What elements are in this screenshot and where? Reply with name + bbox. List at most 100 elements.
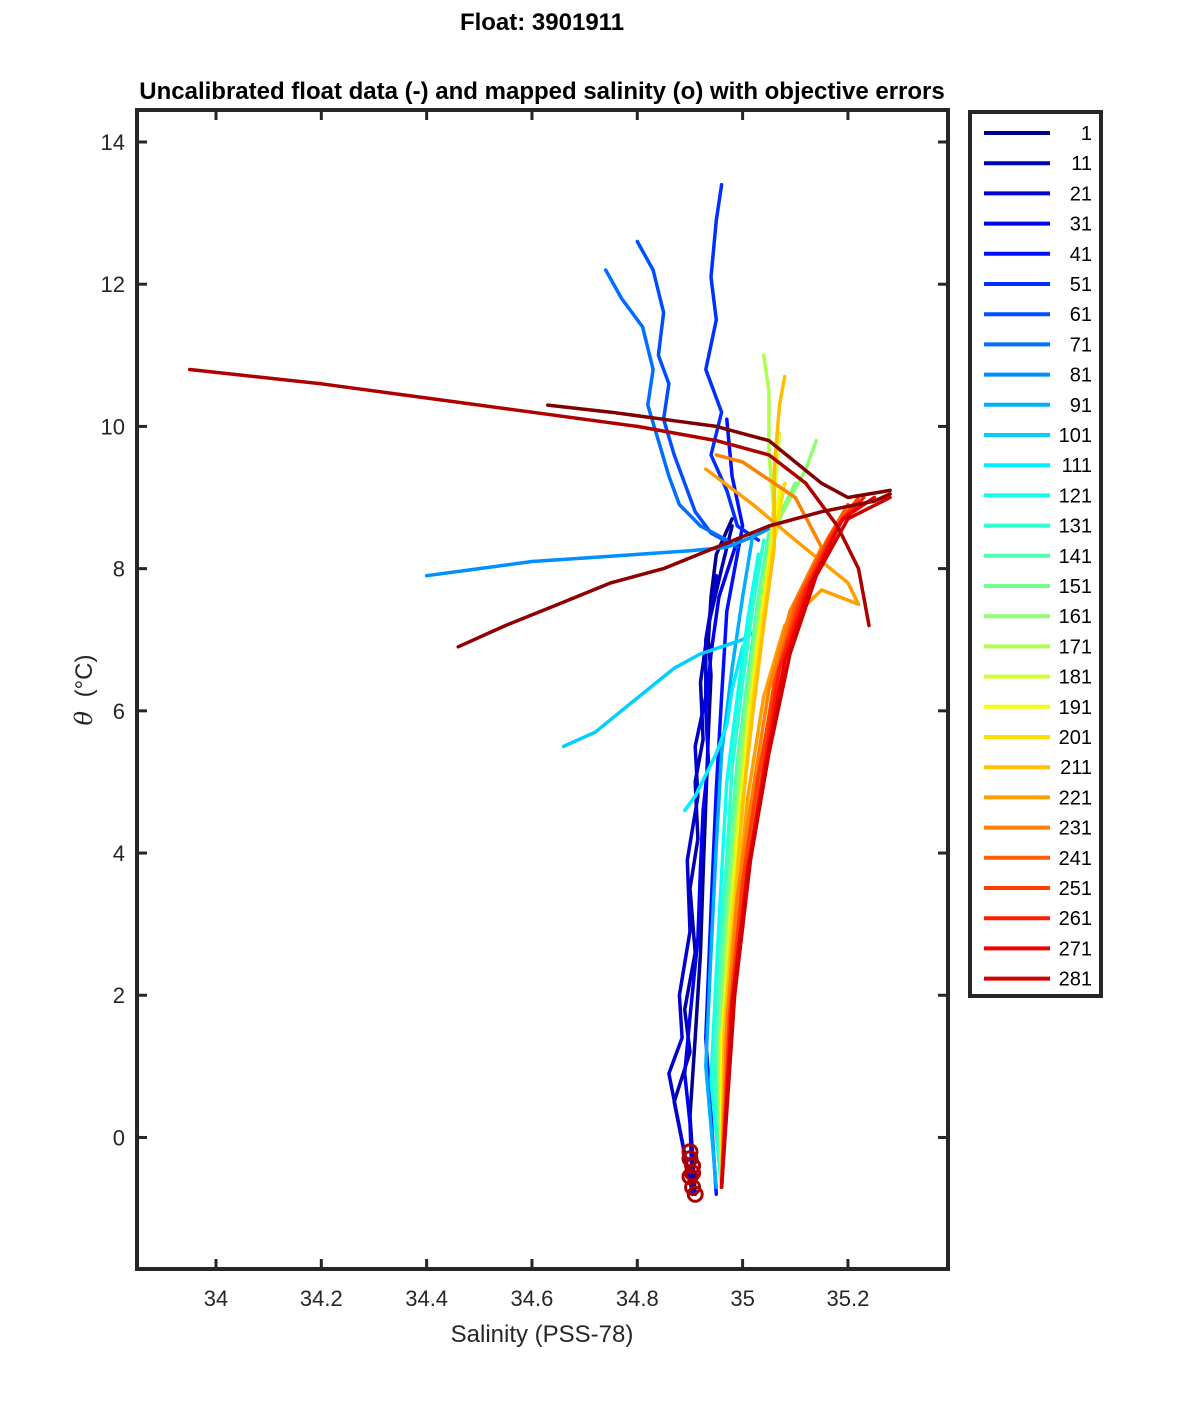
legend-entry-51: 51 xyxy=(984,274,1092,296)
legend-label: 31 xyxy=(1070,214,1092,236)
series-line-121 xyxy=(709,552,761,1189)
series-line-31 xyxy=(682,538,740,1197)
chart-subtitle: Uncalibrated float data (-) and mapped s… xyxy=(139,78,944,105)
legend-label: 251 xyxy=(1059,878,1092,900)
y-axis-unit: (°C) xyxy=(71,654,98,697)
y-axis-label: θ (°C) xyxy=(70,654,98,725)
series-line-21 xyxy=(667,573,719,1197)
legend-label: 131 xyxy=(1059,516,1092,538)
y-tick-label: 6 xyxy=(113,699,125,724)
legend-entry-1: 1 xyxy=(984,123,1092,145)
mapped-salinity-markers xyxy=(681,1143,704,1203)
legend-label: 111 xyxy=(1062,455,1092,477)
legend-entry-121: 121 xyxy=(984,485,1092,507)
legend-label: 21 xyxy=(1070,183,1092,205)
legend-label: 201 xyxy=(1059,727,1092,749)
legend-entry-281: 281 xyxy=(984,969,1092,991)
y-tick-label: 0 xyxy=(113,1125,125,1150)
legend-entry-61: 61 xyxy=(984,304,1092,326)
y-tick-label: 4 xyxy=(113,841,125,866)
legend-entry-71: 71 xyxy=(984,334,1092,356)
series-line-extra-30 xyxy=(456,492,892,649)
legend-label: 281 xyxy=(1059,969,1092,991)
legend-entry-251: 251 xyxy=(984,878,1092,900)
mapped-salinity-marker xyxy=(686,1185,704,1203)
legend-entry-81: 81 xyxy=(984,365,1092,387)
legend-label: 51 xyxy=(1070,274,1092,296)
legend: 1112131415161718191101111121131141151161… xyxy=(968,110,1103,998)
y-tick-label: 10 xyxy=(101,414,125,439)
legend-entry-101: 101 xyxy=(984,425,1092,447)
x-tick-label: 35 xyxy=(730,1286,754,1311)
legend-entry-211: 211 xyxy=(984,757,1092,779)
x-tick-label: 34 xyxy=(204,1286,228,1311)
legend-label: 121 xyxy=(1059,485,1092,507)
plot-background xyxy=(137,110,948,1269)
plot-area xyxy=(135,108,950,1271)
x-tick-label: 34.6 xyxy=(511,1286,554,1311)
legend-label: 231 xyxy=(1059,818,1092,840)
series-line-71 xyxy=(603,268,729,542)
legend-entry-141: 141 xyxy=(984,546,1092,568)
legend-label: 161 xyxy=(1059,606,1092,628)
legend-entry-11: 11 xyxy=(984,153,1092,175)
legend-label: 241 xyxy=(1059,848,1092,870)
legend-entry-41: 41 xyxy=(984,244,1092,266)
y-axis-symbol: θ xyxy=(70,711,98,726)
legend-label: 1 xyxy=(1081,123,1092,145)
legend-entry-191: 191 xyxy=(984,697,1092,719)
legend-entry-91: 91 xyxy=(984,395,1092,417)
x-tick-label: 34.8 xyxy=(616,1286,659,1311)
x-tick-label: 34.2 xyxy=(300,1286,343,1311)
legend-label: 41 xyxy=(1070,244,1092,266)
legend-entry-31: 31 xyxy=(984,214,1092,236)
legend-entry-161: 161 xyxy=(984,606,1092,628)
series-layer xyxy=(187,182,892,1197)
x-tick-label: 35.2 xyxy=(827,1286,870,1311)
y-tick-labels: 0 2 4 6 8 10 12 14 xyxy=(101,130,125,1150)
series-line-extra-29 xyxy=(187,367,871,628)
legend-label: 181 xyxy=(1059,667,1092,689)
y-tick-label: 14 xyxy=(101,130,125,155)
legend-label: 11 xyxy=(1071,153,1092,175)
legend-label: 261 xyxy=(1059,908,1092,930)
plot-frame xyxy=(135,108,950,1271)
legend-label: 71 xyxy=(1070,334,1092,356)
legend-entry-261: 261 xyxy=(984,908,1092,930)
legend-entry-111: 111 xyxy=(984,455,1092,477)
legend-entry-221: 221 xyxy=(984,787,1092,809)
svg-text:θ (°C): θ (°C) xyxy=(70,654,98,725)
y-tick-label: 8 xyxy=(113,557,125,582)
series-line-101 xyxy=(561,630,755,749)
legend-entry-131: 131 xyxy=(984,516,1092,538)
y-tick-label: 2 xyxy=(113,983,125,1008)
legend-entry-271: 271 xyxy=(984,938,1092,960)
legend-label: 91 xyxy=(1070,395,1092,417)
legend-items: 1112131415161718191101111121131141151161… xyxy=(984,123,1092,991)
legend-entry-241: 241 xyxy=(984,848,1092,870)
series-line-51 xyxy=(704,182,761,542)
series-line-91 xyxy=(704,531,755,1189)
legend-label: 101 xyxy=(1059,425,1092,447)
legend-label: 61 xyxy=(1070,304,1092,326)
series-line-211 xyxy=(719,374,787,1189)
legend-entry-171: 171 xyxy=(984,636,1092,658)
x-tick-labels: 34 34.2 34.4 34.6 34.8 35 35.2 xyxy=(204,1286,870,1311)
legend-label: 221 xyxy=(1059,787,1092,809)
legend-entry-21: 21 xyxy=(984,183,1092,205)
legend-entry-201: 201 xyxy=(984,727,1092,749)
series-line-131 xyxy=(711,538,766,1189)
chart-title: Float: 3901911 xyxy=(460,9,624,36)
x-axis-label: Salinity (PSS-78) xyxy=(451,1321,634,1348)
legend-label: 81 xyxy=(1070,365,1092,387)
legend-entry-151: 151 xyxy=(984,576,1092,598)
series-line-231 xyxy=(714,453,824,1189)
legend-label: 191 xyxy=(1059,697,1092,719)
series-line-extra-31 xyxy=(546,403,892,500)
series-line-81 xyxy=(424,524,776,578)
series-line-111 xyxy=(682,645,745,813)
series-line-281 xyxy=(719,495,892,1189)
x-tick-label: 34.4 xyxy=(405,1286,448,1311)
legend-label: 171 xyxy=(1059,636,1092,658)
legend-label: 211 xyxy=(1060,757,1092,779)
